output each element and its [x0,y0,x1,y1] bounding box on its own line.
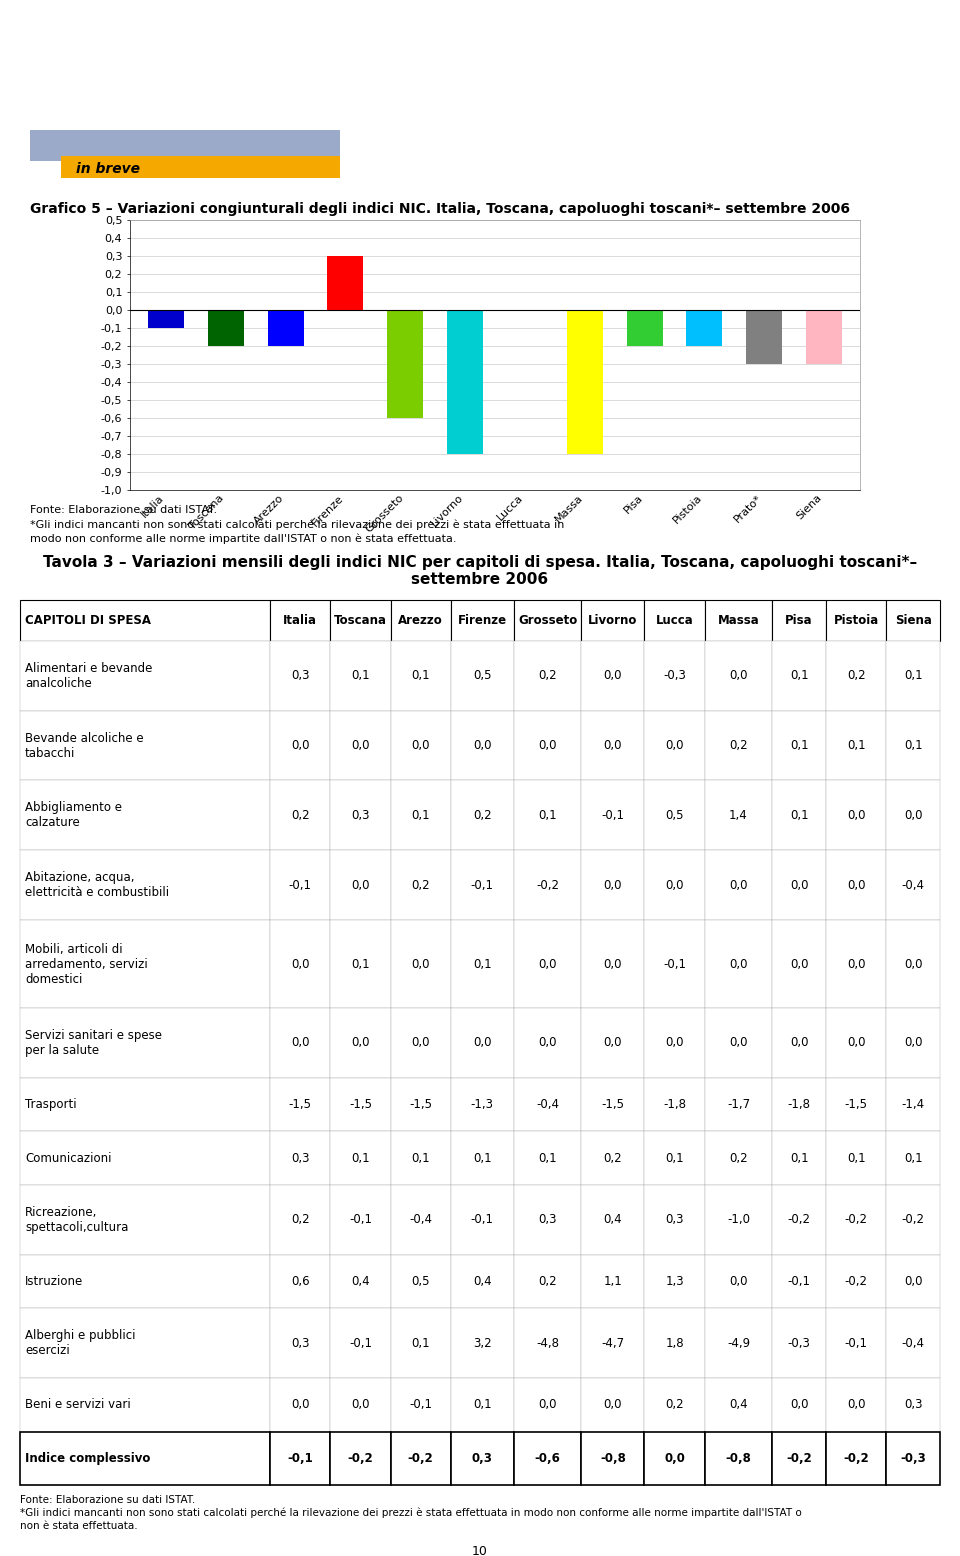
Text: in breve: in breve [77,162,140,176]
Bar [268,310,303,345]
Text: settembre 2006: settembre 2006 [412,573,548,587]
Text: Tavola 3 – Variazioni mensili degli indici NIC per capitoli di spesa. Italia, To: Tavola 3 – Variazioni mensili degli indi… [43,555,917,569]
Bar [447,310,483,454]
Bar [327,257,364,310]
Text: Fonte: Elaborazione su dati ISTAT.: Fonte: Elaborazione su dati ISTAT. [30,506,217,515]
Text: 10: 10 [472,1545,488,1556]
Bar [566,310,603,454]
Text: Grafico 5 – Variazioni congiunturali degli indici NIC. Italia, Toscana, capoluog: Grafico 5 – Variazioni congiunturali deg… [30,202,850,216]
Bar [806,310,842,364]
Bar [686,310,722,345]
Bar [627,310,662,345]
Text: *Gli indici mancanti non sono stati calcolati perché la rilevazione dei prezzi è: *Gli indici mancanti non sono stati calc… [20,1508,802,1519]
Text: modo non conforme alle norme impartite dall'ISTAT o non è stata effettuata.: modo non conforme alle norme impartite d… [30,534,457,543]
Text: Fonte: Elaborazione su dati ISTAT.: Fonte: Elaborazione su dati ISTAT. [20,1495,195,1505]
Text: non è stata effettuata.: non è stata effettuata. [20,1522,137,1531]
Bar [387,310,423,419]
Bar [61,157,340,177]
Text: *Gli indici mancanti non sono stati calcolati perché la rilevazione dei prezzi è: *Gli indici mancanti non sono stati calc… [30,520,564,529]
Bar [207,310,244,345]
Bar [30,131,340,162]
Bar [746,310,782,364]
Bar [148,310,184,328]
